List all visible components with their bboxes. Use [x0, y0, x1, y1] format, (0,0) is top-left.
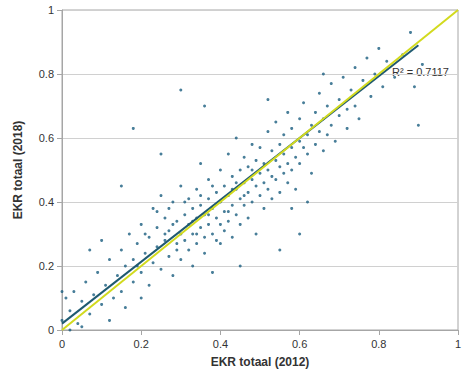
- svg-text:1: 1: [48, 4, 54, 16]
- svg-text:EKR totaal (2012): EKR totaal (2012): [211, 355, 310, 369]
- svg-text:EKR totaal (2018): EKR totaal (2018): [11, 121, 25, 220]
- svg-text:0.8: 0.8: [371, 338, 386, 350]
- svg-text:0.8: 0.8: [39, 68, 54, 80]
- svg-text:0.6: 0.6: [292, 338, 307, 350]
- svg-text:0.2: 0.2: [39, 260, 54, 272]
- svg-text:1: 1: [455, 338, 461, 350]
- svg-text:0.2: 0.2: [134, 338, 149, 350]
- svg-text:0.4: 0.4: [39, 196, 54, 208]
- svg-text:0: 0: [48, 324, 54, 336]
- svg-text:0: 0: [59, 338, 65, 350]
- svg-text:0.6: 0.6: [39, 132, 54, 144]
- svg-text:R² = 0.7117: R² = 0.7117: [392, 66, 449, 78]
- svg-text:0.4: 0.4: [213, 338, 228, 350]
